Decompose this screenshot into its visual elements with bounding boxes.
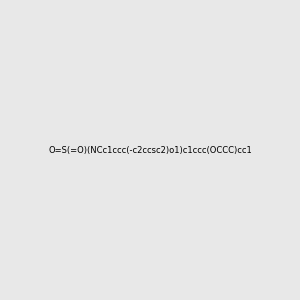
Text: O=S(=O)(NCc1ccc(-c2ccsc2)o1)c1ccc(OCCC)cc1: O=S(=O)(NCc1ccc(-c2ccsc2)o1)c1ccc(OCCC)c… <box>48 146 252 154</box>
